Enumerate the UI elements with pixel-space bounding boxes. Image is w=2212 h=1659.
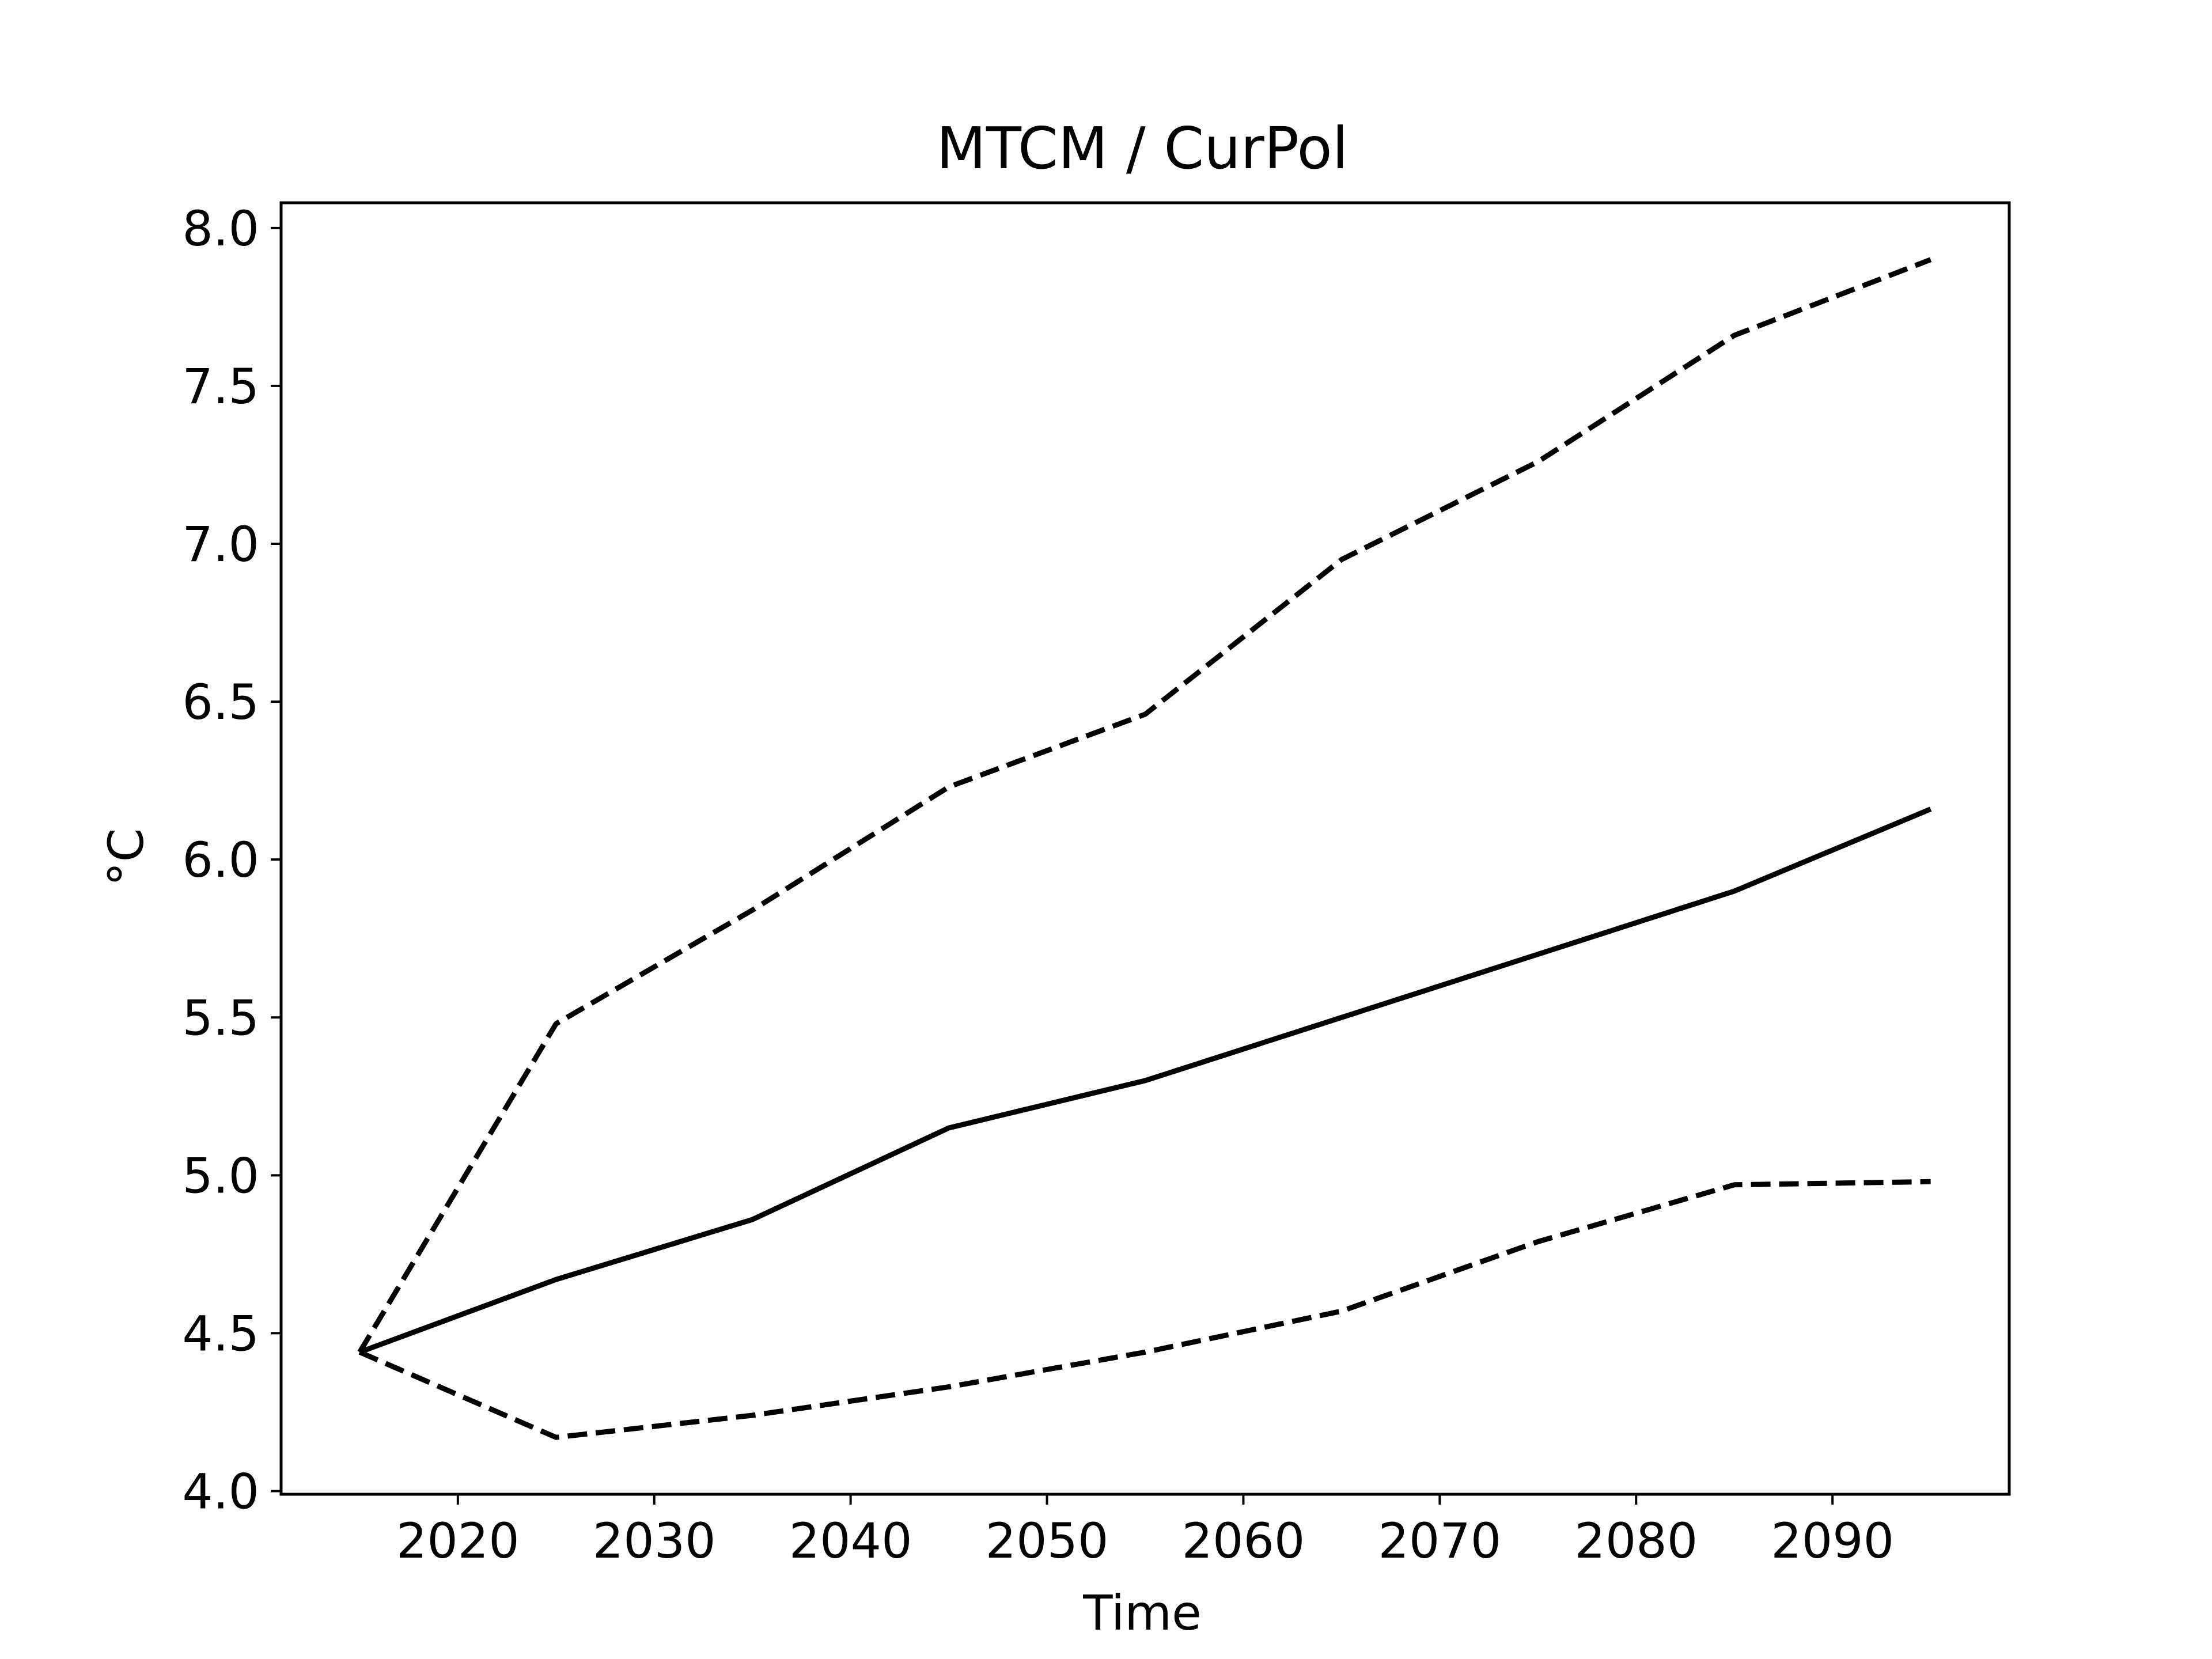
y-tick-label: 6.5 xyxy=(182,674,259,730)
x-tick-label: 2040 xyxy=(789,1513,912,1569)
y-tick-label: 7.5 xyxy=(182,358,259,415)
x-tick-label: 2030 xyxy=(593,1513,716,1569)
x-tick-label: 2050 xyxy=(986,1513,1109,1569)
dashed-series-line xyxy=(358,1179,1931,1440)
y-tick-label: 8.0 xyxy=(182,200,259,257)
x-tick-label: 2060 xyxy=(1182,1513,1305,1569)
series-lines xyxy=(357,257,1932,1440)
axis-ticks: 2020 2030 2040 2050 2060 2070 2080 2090 4.0 4.5 5.… xyxy=(182,200,1894,1569)
x-tick-label: 2090 xyxy=(1771,1513,1894,1569)
y-tick-label: 5.0 xyxy=(182,1147,259,1204)
solid-series-line xyxy=(358,806,1932,1355)
x-axis-title: Time xyxy=(1082,1585,1202,1641)
y-tick-label: 6.0 xyxy=(182,832,259,888)
plot-frame xyxy=(279,201,2011,1496)
y-tick-label: 4.0 xyxy=(182,1464,259,1520)
y-tick-label: 7.0 xyxy=(182,516,259,573)
x-tick-label: 2080 xyxy=(1574,1513,1698,1569)
y-tick-label: 5.5 xyxy=(182,990,259,1046)
y-axis-title: °C xyxy=(98,828,154,887)
x-tick-label: 2070 xyxy=(1378,1513,1501,1569)
x-tick-label: 2020 xyxy=(396,1513,520,1569)
y-tick-label: 4.5 xyxy=(182,1305,259,1362)
chart-title: MTCM / CurPol xyxy=(937,115,1349,182)
dashed-series-line xyxy=(357,257,1932,1354)
